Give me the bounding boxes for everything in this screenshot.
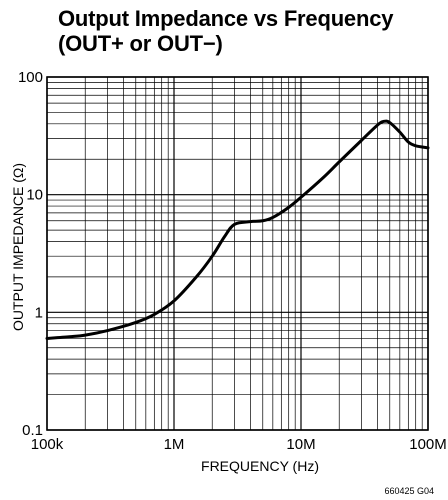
y-tick-labels: 0.1 1 10 100	[18, 69, 43, 439]
x-tick-label: 100M	[409, 436, 447, 453]
y-tick-label: 100	[18, 69, 43, 86]
impedance-curve	[45, 119, 430, 340]
figure-id: 660425 G04	[384, 486, 434, 496]
y-tick-label: 0.1	[22, 422, 43, 439]
x-tick-label: 100k	[31, 436, 64, 453]
y-tick-label: 10	[26, 187, 43, 204]
x-axis-label: FREQUENCY (Hz)	[201, 458, 319, 474]
minor-grid	[47, 77, 428, 430]
chart-title: Output Impedance vs Frequency (OUT+ or O…	[58, 6, 438, 56]
y-axis-label: OUTPUT IMPEDANCE (Ω)	[10, 163, 26, 331]
chart-title-line-2: (OUT+ or OUT−)	[58, 31, 223, 56]
x-tick-label: 10M	[286, 436, 315, 453]
x-tick-labels: 100k 1M 10M 100M	[31, 436, 447, 453]
chart-title-line-1: Output Impedance vs Frequency	[58, 6, 394, 31]
x-tick-label: 1M	[164, 436, 185, 453]
y-tick-label: 1	[35, 304, 43, 321]
plot-frame	[46, 76, 429, 431]
series-layer	[45, 119, 430, 340]
